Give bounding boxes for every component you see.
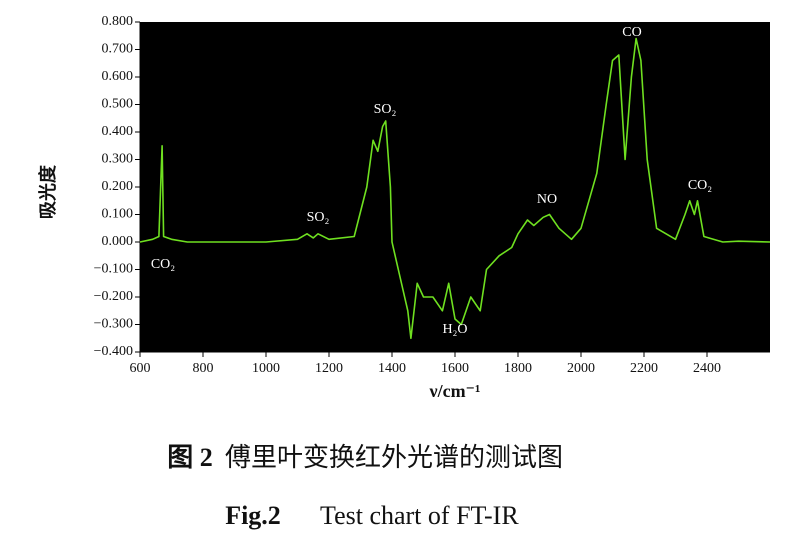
y-tick-label: −0.200 [94, 289, 133, 304]
y-tick-label: −0.400 [94, 344, 133, 359]
x-tick-label: 1800 [504, 361, 532, 376]
peak-annotation: CO₂ [688, 178, 712, 193]
y-tick-label: 0.100 [102, 207, 134, 222]
x-tick-label: 2400 [693, 361, 721, 376]
caption-label: 图 2 [167, 443, 213, 472]
x-tick-label: 1400 [378, 361, 406, 376]
peak-annotation: SO₂ [374, 102, 397, 117]
x-tick-label: 2200 [630, 361, 658, 376]
y-tick-label: 0.300 [102, 152, 134, 167]
spectrum-line [139, 37, 771, 340]
x-tick-label: 2000 [567, 361, 595, 376]
caption-text: 傅里叶变换红外光谱的测试图 [225, 443, 563, 472]
peak-annotation: H₂O [442, 322, 467, 337]
y-tick-label: 0.400 [102, 124, 134, 139]
y-tick-label: 0.600 [102, 69, 134, 84]
x-tick-label: 600 [130, 361, 151, 376]
x-axis-label: ν/cm⁻¹ [429, 381, 481, 401]
x-tick-label: 1600 [441, 361, 469, 376]
y-tick-label: 0.000 [102, 234, 134, 249]
y-tick-label: 0.200 [102, 179, 134, 194]
y-tick-label: −0.100 [94, 262, 133, 277]
caption-text: Test chart of FT-IR [320, 501, 519, 530]
peak-annotation: NO [537, 192, 557, 207]
caption-label: Fig.2 [225, 501, 281, 530]
x-tick-label: 800 [193, 361, 214, 376]
y-tick-label: 0.500 [102, 97, 134, 112]
x-tick-label: 1200 [315, 361, 343, 376]
y-tick-label: 0.800 [102, 14, 134, 29]
peak-annotation: SO₂ [307, 210, 330, 225]
peak-annotation: CO₂ [151, 257, 175, 272]
plot-background [140, 22, 770, 352]
x-tick-label: 1000 [252, 361, 280, 376]
y-tick-label: 0.700 [102, 42, 134, 57]
y-axis-label: 吸光度 [37, 164, 58, 219]
peak-annotation: CO [622, 25, 641, 40]
y-tick-label: −0.300 [94, 317, 133, 332]
